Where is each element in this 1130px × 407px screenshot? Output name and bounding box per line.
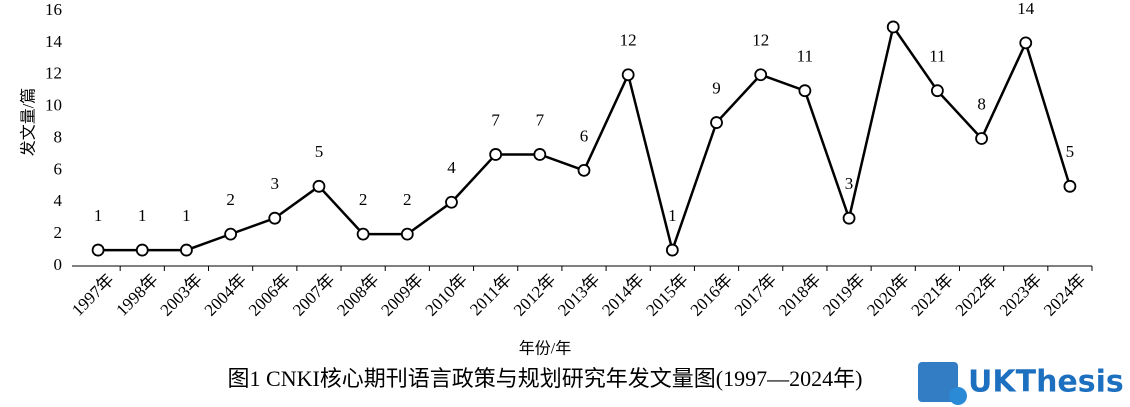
point bbox=[665, 243, 679, 257]
point bbox=[754, 68, 768, 82]
caption: 图1 CNKI核心期刊语言政策与规划研究年发文量图(1997—2024年) bbox=[228, 366, 863, 391]
point bbox=[798, 84, 812, 98]
point bbox=[312, 179, 326, 193]
watermark-icon bbox=[918, 362, 967, 405]
value-label: 2 bbox=[403, 190, 412, 209]
point bbox=[842, 211, 856, 225]
x-tick-label: 2006年 bbox=[245, 270, 294, 319]
value-label: 7 bbox=[536, 110, 545, 129]
x-tick-label: 2011年 bbox=[466, 270, 515, 319]
point bbox=[710, 116, 723, 129]
point bbox=[975, 132, 988, 145]
x-tick-label: 2013年 bbox=[554, 270, 603, 319]
x-tick-label: 2010年 bbox=[422, 270, 471, 319]
value-label: 14 bbox=[1017, 0, 1035, 18]
y-tick-label: 0 bbox=[54, 255, 63, 274]
x-tick-label: 2020年 bbox=[863, 270, 912, 319]
point bbox=[400, 227, 414, 241]
value-label: 1 bbox=[668, 206, 677, 225]
value-label: 6 bbox=[580, 126, 589, 145]
x-tick-label: 2015年 bbox=[642, 270, 691, 319]
point bbox=[445, 195, 458, 209]
y-axis-title: 发文量/篇 bbox=[20, 88, 38, 156]
x-tick-label: 2004年 bbox=[201, 270, 250, 319]
y-tick-label: 16 bbox=[45, 0, 62, 19]
y-tick-label: 6 bbox=[54, 159, 63, 178]
value-label: 4 bbox=[447, 158, 456, 177]
value-label: 12 bbox=[620, 31, 637, 50]
point bbox=[886, 20, 900, 34]
value-label: 1 bbox=[138, 206, 147, 225]
point bbox=[621, 68, 635, 82]
x-tick-label: 2022年 bbox=[952, 270, 1001, 319]
point bbox=[1063, 179, 1077, 193]
x-tick-label: 2009年 bbox=[377, 270, 426, 319]
point bbox=[533, 148, 547, 161]
point bbox=[489, 148, 503, 161]
value-label: 15 bbox=[885, 0, 902, 2]
point bbox=[135, 243, 149, 257]
value-label: 1 bbox=[182, 206, 191, 225]
x-tick-label: 2021年 bbox=[907, 270, 956, 319]
y-tick-label: 12 bbox=[45, 64, 62, 83]
value-label: 5 bbox=[1066, 142, 1075, 161]
point bbox=[577, 163, 591, 177]
value-label: 3 bbox=[271, 174, 280, 193]
y-tick-label: 10 bbox=[45, 96, 62, 115]
x-tick-label: 2008年 bbox=[333, 270, 382, 319]
x-tick-label: 2012年 bbox=[510, 270, 559, 319]
point bbox=[91, 243, 105, 257]
value-label: 11 bbox=[929, 47, 945, 66]
value-label: 11 bbox=[797, 47, 813, 66]
x-tick-label: 2007年 bbox=[289, 270, 338, 319]
x-tick-label: 2016年 bbox=[687, 270, 736, 319]
x-tick-label: 2014年 bbox=[598, 270, 647, 319]
x-tick-label: 1998年 bbox=[112, 270, 161, 319]
x-tick-label: 2023年 bbox=[996, 270, 1045, 319]
value-label: 7 bbox=[491, 110, 500, 129]
point bbox=[180, 243, 193, 257]
x-axis-title: 年份/年 bbox=[519, 340, 571, 358]
point bbox=[224, 227, 238, 241]
y-tick-label: 8 bbox=[54, 127, 63, 146]
y-tick-label: 2 bbox=[54, 223, 63, 242]
y-tick-label: 4 bbox=[54, 191, 63, 210]
value-label: 3 bbox=[845, 174, 854, 193]
point bbox=[268, 211, 282, 225]
y-tick-label: 14 bbox=[45, 32, 63, 51]
point bbox=[356, 227, 370, 241]
x-tick-label: 2018年 bbox=[775, 270, 824, 319]
point bbox=[1019, 36, 1033, 50]
value-label: 2 bbox=[359, 190, 368, 209]
x-tick-label: 2024年 bbox=[1040, 270, 1089, 319]
point bbox=[930, 84, 944, 98]
value-label: 2 bbox=[226, 190, 235, 209]
x-tick-label: 2017年 bbox=[731, 270, 780, 319]
x-tick-label: 1997年 bbox=[68, 270, 117, 319]
value-label: 5 bbox=[315, 142, 324, 161]
value-label: 8 bbox=[977, 94, 986, 113]
x-tick-label: 2019年 bbox=[819, 270, 868, 319]
value-label: 9 bbox=[712, 78, 721, 97]
watermark: UKThesis bbox=[968, 365, 1124, 400]
value-label: 1 bbox=[94, 206, 103, 225]
x-tick-label: 2003年 bbox=[157, 270, 206, 319]
value-label: 12 bbox=[752, 31, 769, 50]
